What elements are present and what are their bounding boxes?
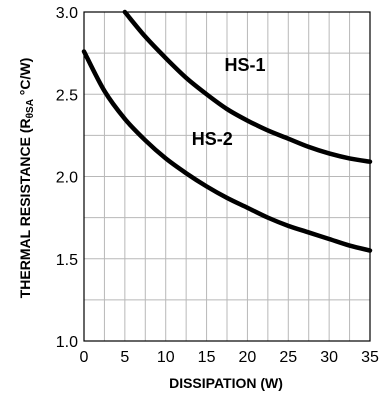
x-tick-label: 10: [157, 349, 175, 366]
x-axis-title: DISSIPATION (W): [169, 375, 283, 391]
series-label-hs-1: HS-1: [224, 55, 265, 75]
x-tick-label: 5: [120, 349, 129, 366]
x-tick-label: 20: [239, 349, 257, 366]
y-tick-label: 1.5: [56, 252, 78, 269]
y-axis-title-main: THERMAL RESISTANCE (R: [17, 118, 33, 298]
x-tick-label: 35: [361, 349, 379, 366]
y-tick-label: 2.5: [56, 87, 78, 104]
label-layer: HS-1 HS-2: [192, 55, 266, 149]
y-axis-title: THERMAL RESISTANCE (RθSA °C/W): [17, 58, 36, 299]
y-tick-label: 3.0: [56, 5, 78, 22]
y-axis-title-subscript: θSA: [25, 99, 36, 118]
x-tick-label: 0: [80, 349, 89, 366]
curve-layer: [81, 9, 373, 253]
series-label-hs-2: HS-2: [192, 129, 233, 149]
x-tick-label: 30: [320, 349, 338, 366]
x-tick-label: 15: [198, 349, 216, 366]
plot-frame: [83, 11, 371, 342]
y-tick-label: 1.0: [56, 334, 78, 351]
y-axis-title-unit: °C/W): [17, 58, 33, 99]
grid-layer: [83, 11, 371, 342]
series-line-hs-1: [122, 9, 373, 164]
tick-layer: 0 5 10 15 20 25 30 35 1.0 1.5 2.0 2.5 3.0: [56, 5, 379, 366]
y-tick-label: 2.0: [56, 170, 78, 187]
series-line-hs-2: [81, 49, 373, 253]
x-tick-label: 25: [279, 349, 297, 366]
